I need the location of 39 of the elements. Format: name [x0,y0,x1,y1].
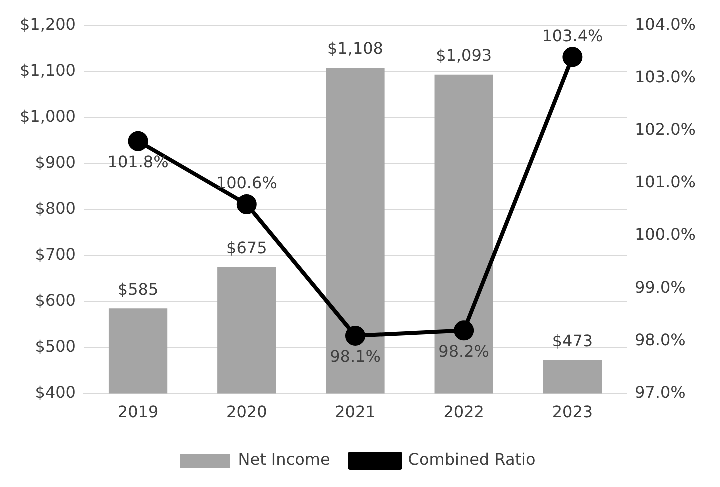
data-label: $675 [226,238,268,258]
x-tick-label: 2021 [335,402,376,422]
y2-tick-label: 101.0% [634,172,696,192]
y2-tick-label: 100.0% [634,225,696,244]
point [345,326,366,346]
data-label: 100.6% [216,174,278,193]
y2-tick-label: 103.0% [634,67,696,86]
x-tick-label: 2020 [226,402,268,422]
y2-tick-label: 99.0% [634,278,686,297]
y2-tick-label: 104.0% [634,14,696,34]
data-label: 103.4% [542,26,604,46]
y-tick-label: $1,000 [20,106,76,126]
data-label: 98.1% [330,347,381,366]
y2-tick-label: 102.0% [634,120,696,139]
y-tick-label: $600 [35,290,76,310]
y-tick-label: $700 [35,244,76,264]
y-tick-label: $1,200 [20,14,76,34]
y-tick-label: $900 [35,152,76,172]
legend-label: Combined Ratio [408,450,536,470]
legend-label: Net Income [238,450,330,470]
point [562,47,583,68]
y-tick-label: $400 [35,382,76,402]
data-label: 98.2% [438,342,490,361]
x-tick-label: 2023 [552,402,594,422]
y-tick-label: $500 [35,336,76,356]
point [128,131,148,152]
point [454,320,474,341]
data-label: $585 [118,280,159,299]
x-tick-label: 2022 [444,402,484,422]
y2-tick-label: 97.0% [634,382,686,402]
x-tick-label: 2019 [118,402,159,422]
y-tick-label: $1,100 [20,60,76,80]
point [236,194,257,214]
data-label: $473 [552,331,594,350]
y2-tick-label: 98.0% [634,330,686,350]
data-label: 101.8% [108,152,169,172]
data-label: $1,108 [327,39,384,58]
y-tick-label: $800 [35,198,76,218]
data-label: $1,093 [436,46,492,66]
